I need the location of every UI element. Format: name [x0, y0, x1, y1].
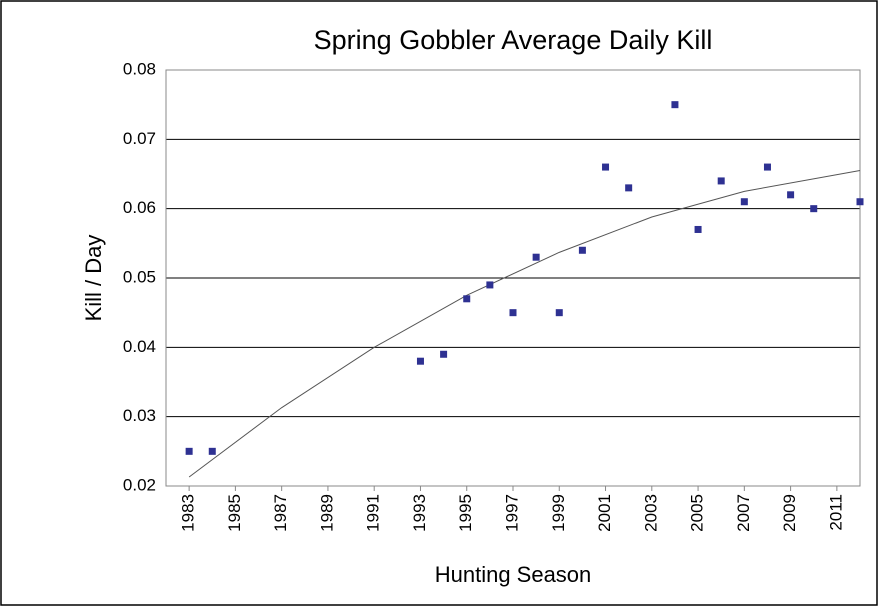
- x-tick-label: 1987: [271, 494, 290, 532]
- data-point: [671, 101, 679, 109]
- x-tick-label: 1991: [364, 494, 383, 532]
- data-point: [509, 309, 517, 317]
- y-tick-label: 0.02: [123, 475, 156, 494]
- x-tick-label: 2011: [826, 494, 845, 531]
- y-tick-label: 0.04: [123, 337, 156, 356]
- data-point: [740, 198, 748, 206]
- y-tick-label: 0.03: [123, 406, 156, 425]
- x-tick-label: 1985: [225, 494, 244, 532]
- data-point: [578, 246, 586, 254]
- y-tick-label: 0.06: [123, 198, 156, 217]
- y-tick-label: 0.08: [123, 59, 156, 78]
- data-point: [440, 350, 448, 358]
- x-tick-label: 2003: [641, 494, 660, 532]
- x-tick-label: 1993: [410, 494, 429, 532]
- data-point: [694, 225, 702, 233]
- data-point: [416, 357, 424, 365]
- data-point: [532, 253, 540, 261]
- chart-title: Spring Gobbler Average Daily Kill: [314, 25, 713, 55]
- data-point: [625, 184, 633, 192]
- x-tick-label: 2005: [688, 494, 707, 532]
- trend-line: [188, 170, 861, 478]
- data-point: [810, 205, 818, 213]
- x-tick-label: 1997: [502, 494, 521, 532]
- data-point: [208, 447, 216, 455]
- data-point: [555, 309, 563, 317]
- data-point: [486, 281, 494, 289]
- x-tick-label: 1995: [456, 494, 475, 532]
- y-axis-label: Kill / Day: [81, 235, 106, 322]
- y-tick-label: 0.07: [123, 129, 156, 148]
- data-point: [717, 177, 725, 185]
- x-tick-label: 2007: [734, 494, 753, 532]
- data-point: [463, 295, 471, 303]
- x-tick-label: 1999: [549, 494, 568, 532]
- data-point: [185, 447, 193, 455]
- data-point: [602, 163, 610, 171]
- x-tick-label: 1989: [317, 494, 336, 532]
- data-point: [856, 198, 864, 206]
- data-point: [763, 163, 771, 171]
- x-tick-label: 1983: [179, 494, 198, 532]
- x-axis-label: Hunting Season: [435, 562, 592, 587]
- x-tick-label: 2001: [595, 494, 614, 532]
- data-point: [787, 191, 795, 199]
- x-tick-label: 2009: [780, 494, 799, 532]
- y-tick-label: 0.05: [123, 267, 156, 286]
